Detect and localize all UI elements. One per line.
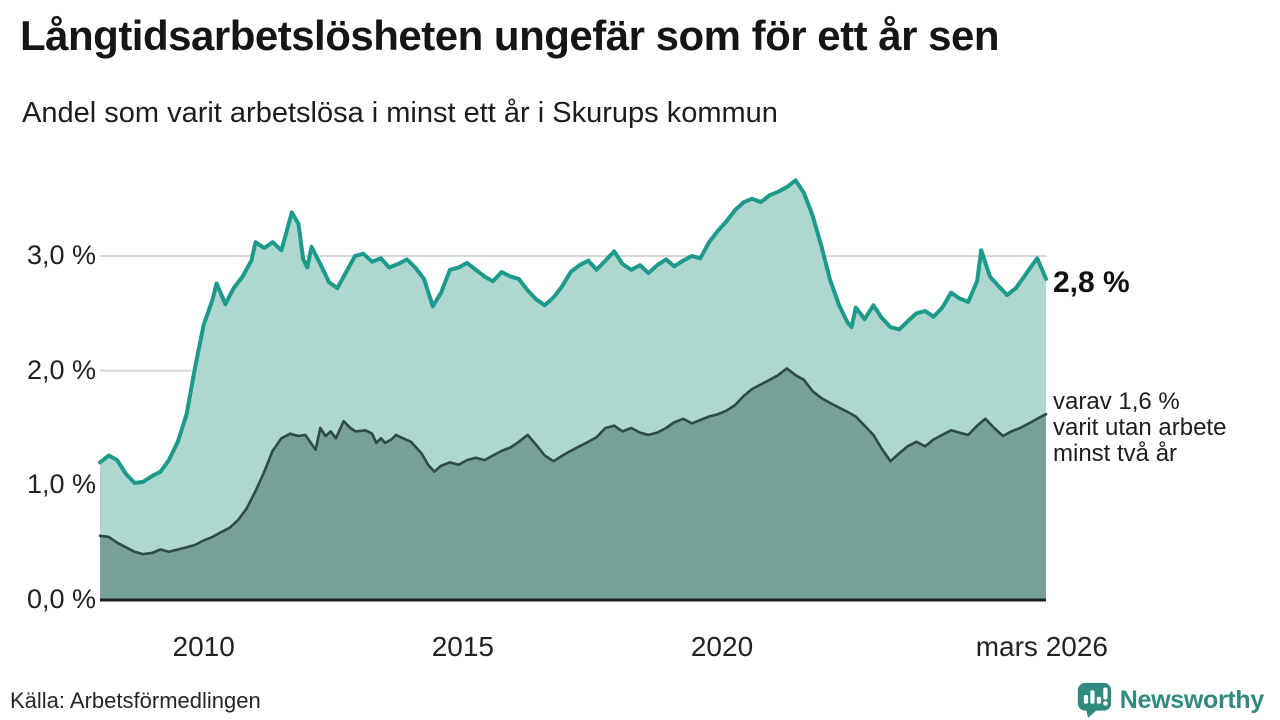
newsworthy-logo-text: Newsworthy — [1119, 685, 1265, 714]
latest-value-label: 2,8 % — [1053, 266, 1130, 299]
x-axis-tick-label: 2015 — [431, 631, 494, 662]
source-caption: Källa: Arbetsförmedlingen — [10, 688, 261, 713]
secondary-annotation-line: minst två år — [1053, 440, 1178, 467]
newsworthy-logo-icon — [1077, 682, 1111, 719]
secondary-annotation-line: varit utan arbete — [1053, 414, 1227, 441]
x-axis-tick-label: mars 2026 — [975, 631, 1108, 662]
chart-subtitle: Andel som varit arbetslösa i minst ett å… — [22, 97, 778, 129]
chart-title: Långtidsarbetslösheten ungefär som för e… — [20, 12, 1000, 59]
y-axis-tick-label: 1,0 % — [26, 469, 96, 500]
newsworthy-logo: Newsworthy — [1076, 681, 1264, 719]
secondary-annotation-line: varav 1,6 % — [1053, 388, 1180, 415]
x-axis-tick-label: 2020 — [690, 631, 754, 662]
x-axis-tick-label: 2010 — [172, 631, 235, 662]
y-axis-tick-label: 2,0 % — [26, 354, 96, 385]
y-axis-tick-label: 0,0 % — [26, 584, 96, 614]
y-axis-tick-label: 3,0 % — [26, 239, 96, 270]
secondary-value-annotation: varav 1,6 % varit utan arbete minst två … — [1053, 389, 1226, 467]
